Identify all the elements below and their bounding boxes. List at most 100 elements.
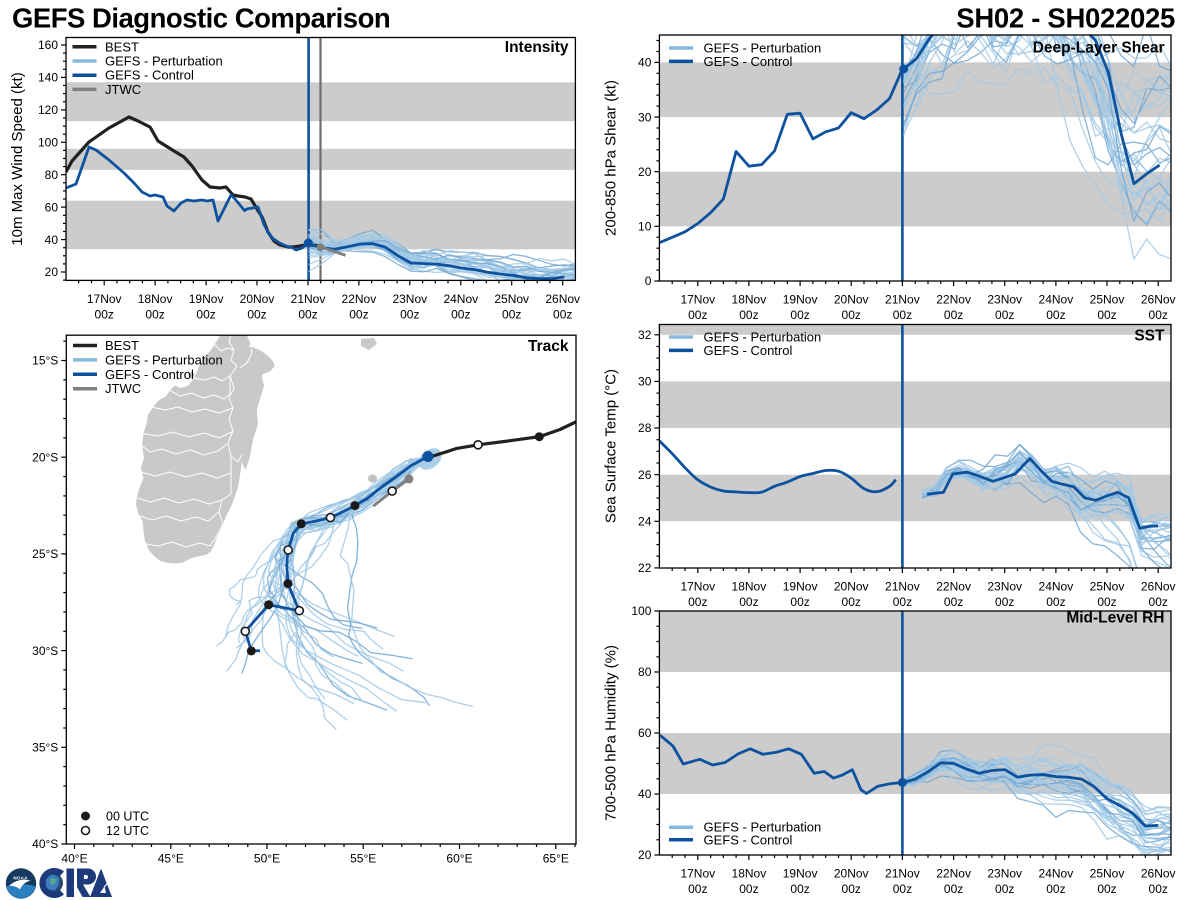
svg-text:21Nov: 21Nov [885, 580, 920, 594]
svg-text:18Nov: 18Nov [732, 867, 767, 881]
svg-text:00z: 00z [145, 307, 164, 321]
svg-text:SST: SST [1134, 328, 1165, 345]
svg-text:Deep-Layer Shear: Deep-Layer Shear [1033, 40, 1165, 57]
svg-text:GEFS - Control: GEFS - Control [105, 367, 194, 382]
svg-text:00z: 00z [1149, 882, 1168, 896]
svg-text:00z: 00z [298, 307, 317, 321]
svg-text:GEFS - Perturbation: GEFS - Perturbation [704, 41, 822, 56]
svg-text:00z: 00z [995, 308, 1014, 322]
svg-text:00z: 00z [842, 595, 861, 609]
svg-text:80: 80 [45, 168, 59, 182]
svg-text:24Nov: 24Nov [1039, 867, 1074, 881]
svg-text:BEST: BEST [105, 338, 139, 353]
svg-text:GEFS Diagnostic Comparison: GEFS Diagnostic Comparison [12, 3, 390, 34]
svg-text:40: 40 [638, 56, 652, 70]
svg-text:55°E: 55°E [350, 852, 376, 866]
svg-text:00z: 00z [1046, 595, 1065, 609]
svg-text:NOAA: NOAA [13, 876, 28, 881]
svg-text:20Nov: 20Nov [834, 293, 869, 307]
svg-text:23Nov: 23Nov [987, 867, 1022, 881]
svg-text:00z: 00z [553, 307, 572, 321]
svg-text:GEFS - Control: GEFS - Control [704, 343, 793, 358]
svg-text:18Nov: 18Nov [732, 293, 767, 307]
svg-text:80: 80 [638, 665, 652, 679]
svg-text:JTWC: JTWC [105, 381, 141, 396]
svg-text:20Nov: 20Nov [834, 580, 869, 594]
svg-text:JTWC: JTWC [105, 82, 141, 97]
svg-text:00z: 00z [739, 308, 758, 322]
svg-text:26Nov: 26Nov [1141, 867, 1176, 881]
svg-text:17Nov: 17Nov [680, 580, 715, 594]
svg-text:GEFS - Control: GEFS - Control [704, 832, 793, 847]
svg-text:00z: 00z [739, 882, 758, 896]
svg-text:20°S: 20°S [32, 450, 58, 464]
svg-text:50°E: 50°E [254, 852, 280, 866]
svg-text:00z: 00z [451, 307, 470, 321]
svg-text:22: 22 [638, 561, 652, 575]
svg-text:26: 26 [638, 468, 652, 482]
svg-text:65°E: 65°E [543, 852, 569, 866]
svg-text:26Nov: 26Nov [1141, 580, 1176, 594]
svg-text:20Nov: 20Nov [240, 292, 275, 306]
svg-text:23Nov: 23Nov [987, 293, 1022, 307]
svg-text:00z: 00z [944, 308, 963, 322]
svg-text:00z: 00z [842, 308, 861, 322]
svg-text:700-500 hPa Humidity (%): 700-500 hPa Humidity (%) [603, 645, 620, 821]
svg-text:20Nov: 20Nov [834, 867, 869, 881]
svg-text:15°S: 15°S [32, 354, 58, 368]
svg-text:30: 30 [638, 375, 652, 389]
svg-text:100: 100 [631, 604, 651, 618]
svg-text:00z: 00z [893, 595, 912, 609]
svg-text:00z: 00z [502, 307, 521, 321]
svg-text:100: 100 [38, 136, 58, 150]
svg-text:21Nov: 21Nov [885, 867, 920, 881]
svg-text:30°S: 30°S [32, 644, 58, 658]
svg-text:00z: 00z [688, 595, 707, 609]
svg-text:45°E: 45°E [158, 852, 184, 866]
svg-text:22Nov: 22Nov [936, 580, 971, 594]
svg-text:200-850 hPa Shear (kt): 200-850 hPa Shear (kt) [603, 80, 620, 236]
svg-text:00z: 00z [790, 595, 809, 609]
svg-text:00z: 00z [790, 308, 809, 322]
svg-text:20: 20 [638, 848, 652, 862]
svg-text:00z: 00z [95, 307, 114, 321]
svg-text:GEFS - Perturbation: GEFS - Perturbation [105, 352, 223, 367]
svg-text:24Nov: 24Nov [443, 292, 478, 306]
svg-text:00z: 00z [688, 882, 707, 896]
svg-text:23Nov: 23Nov [392, 292, 427, 306]
svg-text:35°S: 35°S [32, 741, 58, 755]
svg-text:00z: 00z [1097, 595, 1116, 609]
svg-text:00z: 00z [995, 882, 1014, 896]
svg-text:00z: 00z [995, 595, 1014, 609]
svg-text:Track: Track [528, 338, 569, 355]
svg-text:28: 28 [638, 421, 652, 435]
svg-text:21Nov: 21Nov [885, 293, 920, 307]
svg-text:GEFS - Control: GEFS - Control [704, 54, 793, 69]
svg-text:25Nov: 25Nov [1090, 580, 1125, 594]
svg-text:40: 40 [638, 787, 652, 801]
svg-text:24: 24 [638, 515, 652, 529]
svg-text:17Nov: 17Nov [87, 292, 122, 306]
svg-text:00z: 00z [944, 882, 963, 896]
svg-text:00z: 00z [400, 307, 419, 321]
svg-text:25Nov: 25Nov [494, 292, 529, 306]
svg-text:20: 20 [45, 265, 59, 279]
svg-text:24Nov: 24Nov [1039, 293, 1074, 307]
svg-text:120: 120 [38, 103, 58, 117]
svg-text:21Nov: 21Nov [291, 292, 326, 306]
svg-text:60: 60 [638, 726, 652, 740]
svg-text:00z: 00z [790, 882, 809, 896]
svg-text:19Nov: 19Nov [783, 867, 818, 881]
svg-text:00z: 00z [842, 882, 861, 896]
svg-text:Sea Surface Temp (°C): Sea Surface Temp (°C) [603, 369, 620, 523]
svg-text:BEST: BEST [105, 39, 139, 54]
svg-text:23Nov: 23Nov [987, 580, 1022, 594]
svg-text:GEFS - Control: GEFS - Control [105, 68, 194, 83]
svg-text:26Nov: 26Nov [545, 292, 580, 306]
svg-text:60°E: 60°E [446, 852, 472, 866]
svg-text:00 UTC: 00 UTC [106, 809, 149, 823]
svg-text:18Nov: 18Nov [138, 292, 173, 306]
svg-text:22Nov: 22Nov [936, 293, 971, 307]
svg-text:00z: 00z [247, 307, 266, 321]
svg-text:19Nov: 19Nov [783, 293, 818, 307]
